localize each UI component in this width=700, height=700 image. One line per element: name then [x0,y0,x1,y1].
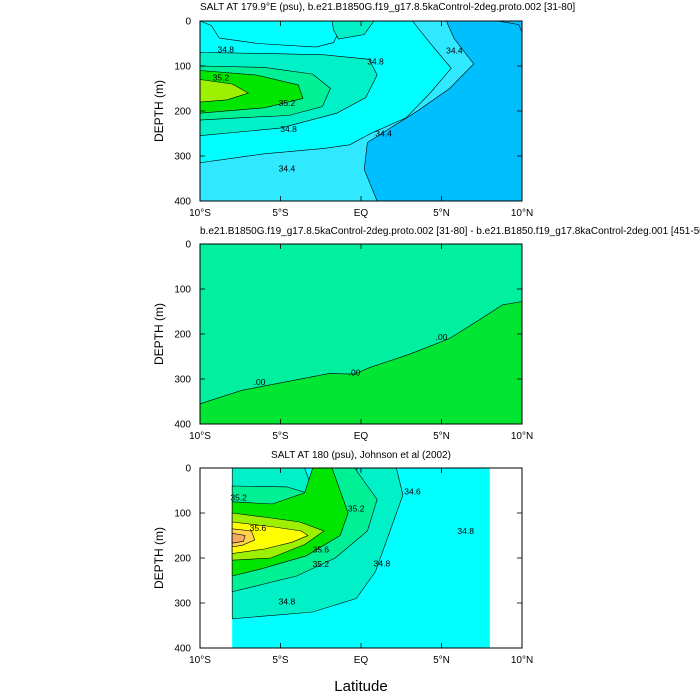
contour-label: 35.6 [312,544,329,554]
contour-label: .00 [254,377,266,387]
x-tick-label: EQ [354,655,369,666]
panel-title: b.e21.B1850G.f19_g17.8.5kaControl-2deg.p… [200,226,700,237]
y-tick-label: 100 [174,509,191,520]
contour-plot-difference: .00 .00 .00 [199,243,523,425]
y-tick-label: 400 [174,197,191,208]
y-tick-label: 0 [185,17,191,28]
contour-label: 35.2 [348,504,365,514]
x-tick-label: EQ [354,431,369,442]
y-tick-label: 0 [185,240,191,251]
x-tick-label: 10°N [511,655,533,666]
contour-label: 35.2 [279,98,296,108]
contour-label: 35.2 [230,492,247,502]
y-tick-label: 0 [185,464,191,475]
contour-label: 34.6 [404,486,421,496]
x-tick-label: 5°S [272,655,289,666]
contour-label: 34.8 [367,57,384,67]
contour-label: 34.4 [446,45,463,55]
x-tick-label: 10°S [189,655,211,666]
x-tick-label: 5°S [272,431,289,442]
y-axis-label: DEPTH (m) [152,527,166,589]
contour-plot-observation: 35.2 35.6 35.6 35.2 35.2 34.8 34.8 34.6 34.8 [199,467,523,649]
x-axis-label: Latitude [334,678,388,695]
y-tick-label: 300 [174,375,191,386]
contour-label: 35.6 [250,523,267,533]
panel-title: SALT AT 180 (psu), Johnson et al (2002) [271,450,451,461]
y-tick-label: 300 [174,152,191,163]
y-tick-label: 400 [174,644,191,655]
contour-label: 35.2 [312,559,329,569]
contour-label: .00 [349,367,361,377]
y-tick-label: 200 [174,107,191,118]
y-tick-label: 100 [174,62,191,73]
contour-label: 34.8 [279,597,296,607]
contour-fill-35-6 [231,521,309,554]
contour-fill-36-0 [231,532,246,544]
y-tick-label: 200 [174,554,191,565]
contour-label: 34.8 [457,526,474,536]
x-tick-label: 10°S [189,431,211,442]
y-tick-label: 100 [174,285,191,296]
contour-label: 34.8 [280,124,297,134]
contour-label: 34.8 [217,44,234,54]
x-tick-label: 10°S [189,208,211,219]
x-tick-label: 10°N [511,431,533,442]
y-axis-label: DEPTH (m) [152,303,166,365]
panel-title: SALT AT 179.9°E (psu), b.e21.B1850G.f19_… [200,2,576,13]
contour-label: .00 [436,332,448,342]
x-tick-label: 5°S [272,208,289,219]
contour-plot-model: 34.8 35.2 35.2 34.8 34.4 34.8 34.4 34.4 [199,20,523,202]
x-tick-label: 5°N [433,431,450,442]
contour-label: 35.2 [213,72,230,82]
y-axis-label: DEPTH (m) [152,80,166,142]
x-tick-label: EQ [354,208,369,219]
contour-label: 34.8 [374,558,391,568]
x-tick-label: 5°N [433,208,450,219]
y-tick-label: 300 [174,599,191,610]
contour-label: 34.4 [375,129,392,139]
y-tick-label: 400 [174,420,191,431]
x-tick-label: 5°N [433,655,450,666]
x-tick-label: 10°N [511,208,533,219]
y-tick-label: 200 [174,330,191,341]
contour-label: 34.4 [279,164,296,174]
